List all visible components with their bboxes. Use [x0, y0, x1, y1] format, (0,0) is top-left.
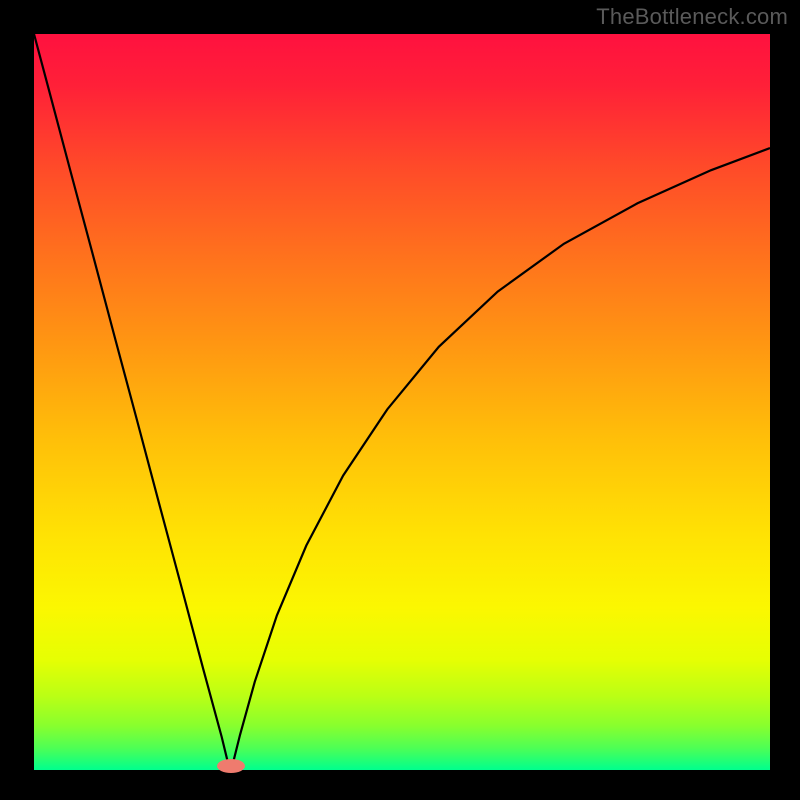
- plot-area: [34, 34, 770, 770]
- watermark-text: TheBottleneck.com: [596, 4, 788, 30]
- chart-container: TheBottleneck.com: [0, 0, 800, 800]
- optimum-marker: [217, 759, 245, 773]
- bottleneck-curve: [34, 34, 770, 770]
